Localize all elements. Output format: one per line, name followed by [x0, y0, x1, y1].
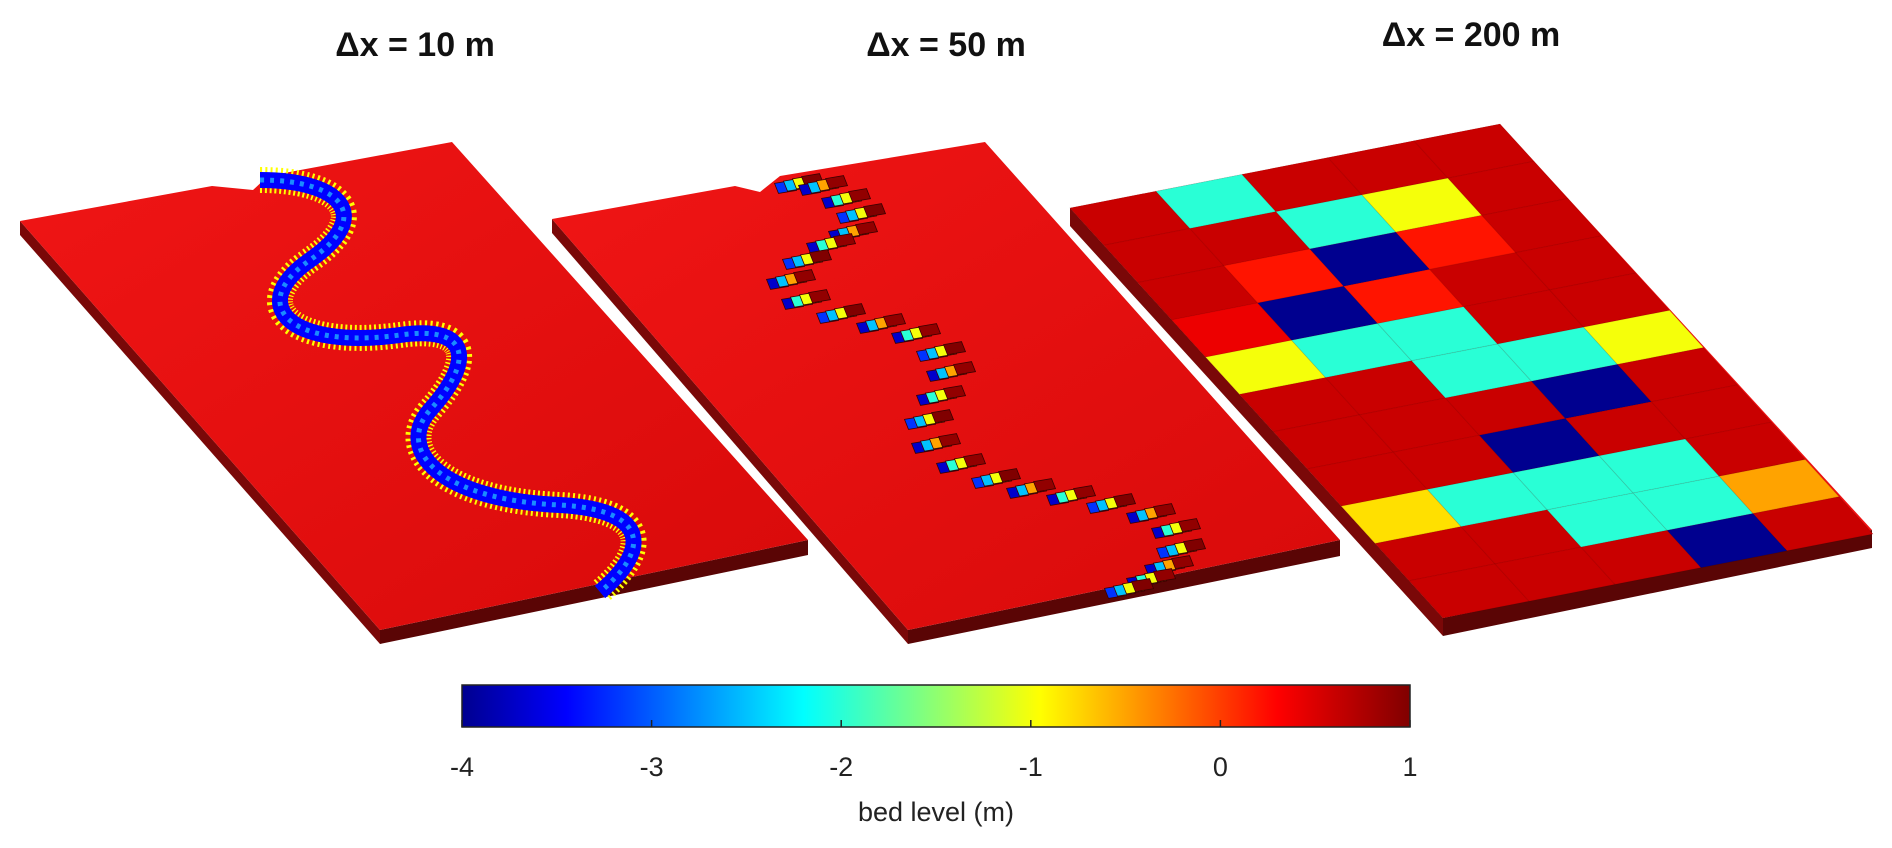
channel-cell [807, 289, 832, 304]
channel-cell [1112, 493, 1137, 508]
panel-1-side-front [20, 221, 380, 644]
panel-2-top [552, 142, 1340, 630]
channel-cell [942, 385, 967, 400]
panel-3 [1069, 123, 1874, 636]
channel-cell [854, 221, 879, 236]
channel-cell [1182, 538, 1207, 553]
panel-3-side-right [1443, 530, 1872, 636]
panel-3-side-front [1070, 208, 1443, 636]
channel-cell [917, 323, 942, 338]
channel-cell [792, 269, 817, 284]
panel-1 [20, 142, 808, 644]
colorbar-tick-label: 0 [1213, 752, 1228, 782]
colorbar-label: bed level (m) [858, 797, 1014, 827]
channel-cell [1177, 518, 1202, 533]
channel-cell [847, 188, 872, 203]
channel-cell [1170, 555, 1195, 570]
channel-cell [832, 233, 857, 248]
channel-cell [952, 361, 977, 376]
channel-cell [1032, 478, 1057, 493]
channel-cell [1072, 485, 1097, 500]
colorbar-gradient [461, 684, 1411, 728]
panel-3-grid-cells [1069, 123, 1874, 619]
panel-title-2: Δx = 50 m [866, 26, 1026, 64]
channel-cell [937, 433, 962, 448]
channel-cell [930, 409, 955, 424]
colorbar-tick-label: -2 [829, 752, 853, 782]
channel-cell [882, 313, 907, 328]
panel-2 [552, 142, 1340, 644]
channel-cell [824, 175, 849, 190]
channel-cell [808, 249, 833, 264]
colorbar-tick-label: -4 [450, 752, 474, 782]
colorbar-tick-label: 1 [1402, 752, 1417, 782]
channel-cell [1152, 503, 1177, 518]
channel-cell [1130, 578, 1155, 593]
channel-cell [1152, 568, 1177, 583]
panel-2-side-front [552, 219, 908, 644]
panel-title-1: Δx = 10 m [335, 26, 495, 64]
colorbar-ticks: -4 -3 -2 -1 0 1 [450, 720, 1418, 782]
channel-cell [862, 203, 887, 218]
colorbar-tick-label: -1 [1019, 752, 1043, 782]
channel-cell [842, 303, 867, 318]
grid-cell [1752, 496, 1874, 552]
channel-cell [997, 468, 1022, 483]
channel-cell [942, 341, 967, 356]
colorbar-tick-label: -3 [640, 752, 664, 782]
colorbar: -4 -3 -2 -1 0 1 bed level (m) [450, 684, 1418, 827]
panel-title-3: Δx = 200 m [1382, 16, 1561, 54]
panel-1-side-right [380, 540, 808, 644]
panel-1-channel-thalweg [259, 177, 637, 594]
panel-2-channel-cells [765, 173, 1207, 599]
channel-cell [962, 453, 987, 468]
